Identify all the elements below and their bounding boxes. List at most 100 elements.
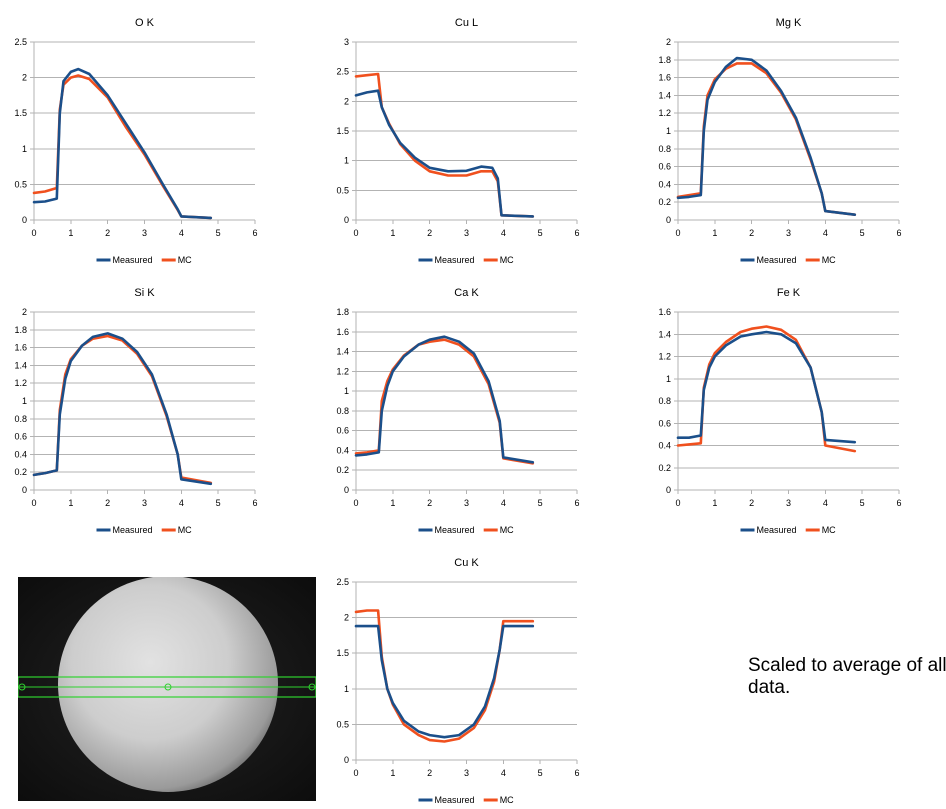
y-tick-label: 1.4 [658, 90, 671, 100]
x-tick-label: 6 [896, 228, 901, 238]
x-tick-label: 0 [353, 768, 358, 778]
y-tick-label: 1 [344, 386, 349, 396]
chart-title: Ca K [454, 287, 479, 299]
y-tick-label: 2 [344, 613, 349, 623]
y-tick-label: 0 [344, 485, 349, 495]
y-tick-label: 2 [666, 37, 671, 47]
x-tick-label: 1 [712, 228, 717, 238]
y-tick-label: 1.8 [658, 55, 671, 65]
series-line-mc [354, 72, 535, 218]
x-tick-label: 2 [427, 768, 432, 778]
y-tick-label: 1.4 [658, 329, 671, 339]
y-tick-label: 0.8 [658, 144, 671, 154]
y-tick-label: 0.4 [658, 441, 671, 451]
y-tick-label: 1 [666, 374, 671, 384]
legend-label-mc: MC [178, 525, 192, 535]
x-tick-label: 4 [501, 768, 506, 778]
y-tick-label: 1.2 [14, 378, 27, 388]
x-tick-label: 6 [574, 768, 579, 778]
micrograph-image [18, 577, 316, 801]
y-tick-label: 0.6 [336, 426, 349, 436]
y-tick-label: 0.4 [336, 445, 349, 455]
chart-legend: Measured MC [96, 255, 192, 265]
y-tick-label: 1 [22, 396, 27, 406]
x-tick-label: 6 [252, 498, 257, 508]
chart-title: O K [135, 17, 155, 29]
x-tick-label: 2 [105, 228, 110, 238]
chart-fe-k: Fe K 0 0.2 0.4 0.6 0.8 1 1.2 1.4 1.6 0 1 2 3 4 5 6 Measur… [658, 287, 901, 535]
x-tick-label: 4 [179, 228, 184, 238]
y-tick-label: 2.5 [336, 577, 349, 587]
chart-title: Fe K [777, 287, 801, 299]
x-tick-label: 1 [68, 498, 73, 508]
x-tick-label: 4 [501, 498, 506, 508]
x-tick-label: 0 [31, 228, 36, 238]
legend-label-mc: MC [178, 255, 192, 265]
x-tick-label: 4 [501, 228, 506, 238]
y-tick-label: 1.5 [336, 126, 349, 136]
chart-legend: Measured MC [418, 255, 514, 265]
series-line-measured [354, 335, 535, 464]
y-tick-label: 1.5 [336, 648, 349, 658]
x-tick-label: 6 [252, 228, 257, 238]
y-tick-label: 1.6 [14, 343, 27, 353]
y-tick-label: 0 [666, 485, 671, 495]
x-tick-label: 2 [427, 228, 432, 238]
y-tick-label: 0.5 [336, 719, 349, 729]
y-tick-label: 0.5 [14, 179, 27, 189]
x-tick-label: 0 [675, 498, 680, 508]
series-line-measured [32, 67, 213, 220]
scan-start-handle[interactable] [18, 683, 26, 691]
y-tick-label: 1.4 [336, 347, 349, 357]
scan-end-handle[interactable] [308, 683, 316, 691]
x-tick-label: 1 [390, 498, 395, 508]
x-tick-label: 2 [427, 498, 432, 508]
y-tick-label: 2 [22, 73, 27, 83]
scan-mid-handle[interactable] [164, 683, 172, 691]
series-line-measured [676, 330, 857, 444]
y-tick-label: 0 [344, 755, 349, 765]
chart-title: Cu K [454, 557, 479, 569]
y-tick-label: 2 [344, 96, 349, 106]
y-tick-label: 1.2 [658, 108, 671, 118]
chart-si-k: Si K 0 0.2 0.4 0.6 0.8 1 1.2 1.4 1.6 1.8 2 0 1 2 3 4 5 6 Me… [14, 287, 257, 535]
y-tick-label: 0.4 [14, 449, 27, 459]
series-line-measured [676, 56, 857, 216]
x-tick-label: 5 [216, 498, 221, 508]
x-tick-label: 6 [896, 498, 901, 508]
x-tick-label: 2 [105, 498, 110, 508]
legend-label-mc: MC [500, 525, 514, 535]
x-tick-label: 2 [749, 498, 754, 508]
chart-title: Cu L [455, 17, 478, 29]
x-tick-label: 3 [464, 498, 469, 508]
chart-legend: Measured MC [740, 525, 836, 535]
y-tick-label: 1.8 [336, 307, 349, 317]
scaled-note-text: Scaled to average of all data. [748, 655, 946, 698]
x-tick-label: 3 [786, 498, 791, 508]
y-tick-label: 0.8 [336, 406, 349, 416]
x-tick-label: 5 [860, 498, 865, 508]
y-tick-label: 1 [344, 684, 349, 694]
legend-label-measured: Measured [435, 795, 475, 805]
x-tick-label: 0 [31, 498, 36, 508]
series-line-mc [354, 609, 535, 743]
x-tick-label: 5 [860, 228, 865, 238]
x-tick-label: 0 [353, 498, 358, 508]
y-tick-label: 1 [666, 126, 671, 136]
legend-label-mc: MC [822, 255, 836, 265]
line-scan-box [18, 676, 316, 698]
y-tick-label: 1.5 [14, 108, 27, 118]
x-tick-label: 1 [712, 498, 717, 508]
x-tick-label: 4 [179, 498, 184, 508]
micrograph-svg [18, 577, 316, 801]
series-line-mc [354, 338, 535, 465]
y-tick-label: 0.6 [658, 162, 671, 172]
x-tick-label: 3 [142, 498, 147, 508]
x-tick-label: 1 [390, 768, 395, 778]
y-tick-label: 2.5 [336, 67, 349, 77]
y-tick-label: 1.6 [658, 73, 671, 83]
chart-ca-k: Ca K 0 0.2 0.4 0.6 0.8 1 1.2 1.4 1.6 1.8 0 1 2 3 4 5 6 Mea… [336, 287, 579, 535]
legend-label-mc: MC [500, 255, 514, 265]
x-tick-label: 3 [464, 768, 469, 778]
x-tick-label: 0 [675, 228, 680, 238]
